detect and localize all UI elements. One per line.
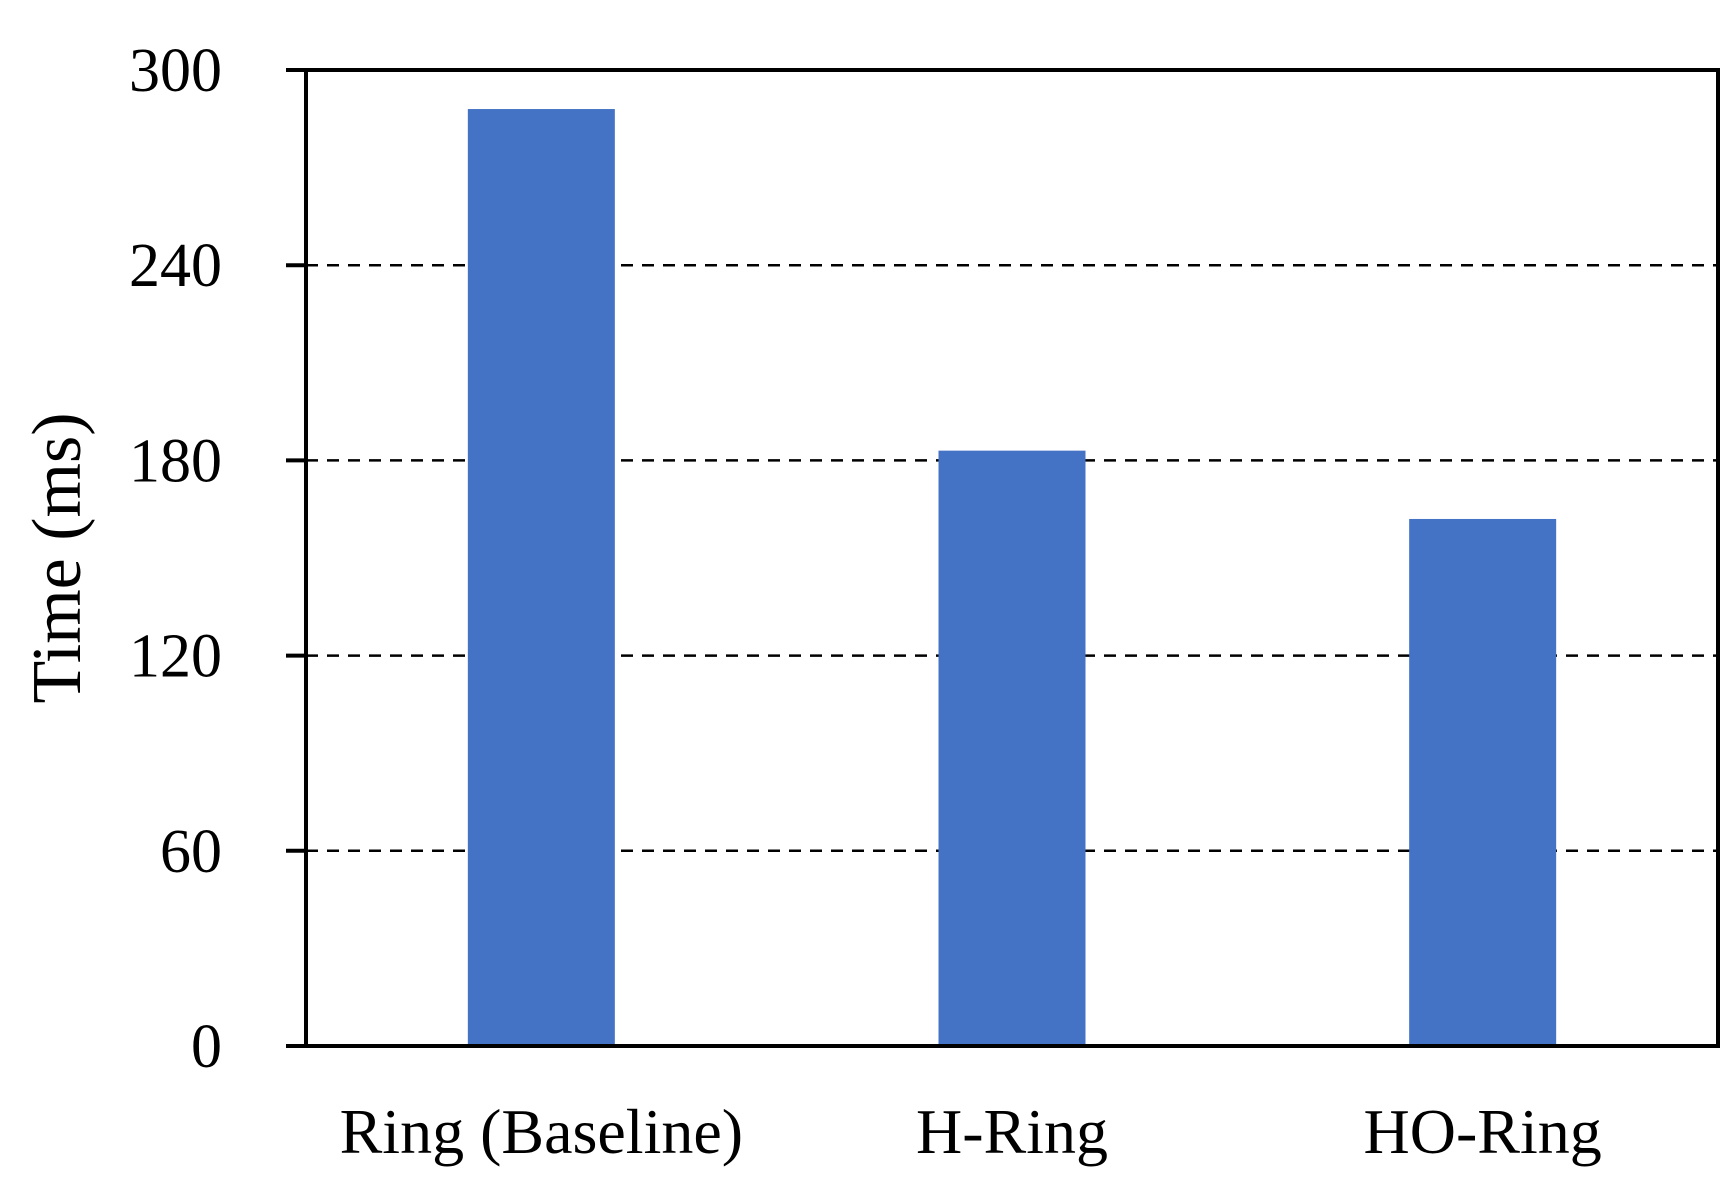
x-axis-labels: Ring (Baseline) H-Ring HO-Ring <box>340 1096 1602 1167</box>
bar-ring-baseline <box>467 109 615 1047</box>
bars <box>467 109 1557 1047</box>
y-tick-label-60: 60 <box>160 818 222 886</box>
plot-frame <box>304 68 1720 1048</box>
y-tick-label-120: 120 <box>129 623 222 691</box>
y-tick-label-180: 180 <box>129 427 222 495</box>
x-category-label: Ring (Baseline) <box>340 1096 743 1167</box>
bar-ho-ring <box>1409 518 1557 1046</box>
y-axis-ticks: 0 60 120 180 240 300 <box>129 37 306 1081</box>
x-category-label: HO-Ring <box>1364 1096 1602 1167</box>
x-category-label: H-Ring <box>916 1096 1108 1167</box>
y-axis-title: Time (ms) <box>19 412 96 703</box>
y-tick-label-240: 240 <box>129 232 222 300</box>
y-tick-label-0: 0 <box>191 1013 222 1081</box>
y-tick-label-300: 300 <box>129 37 222 105</box>
bar-h-ring <box>938 450 1086 1046</box>
